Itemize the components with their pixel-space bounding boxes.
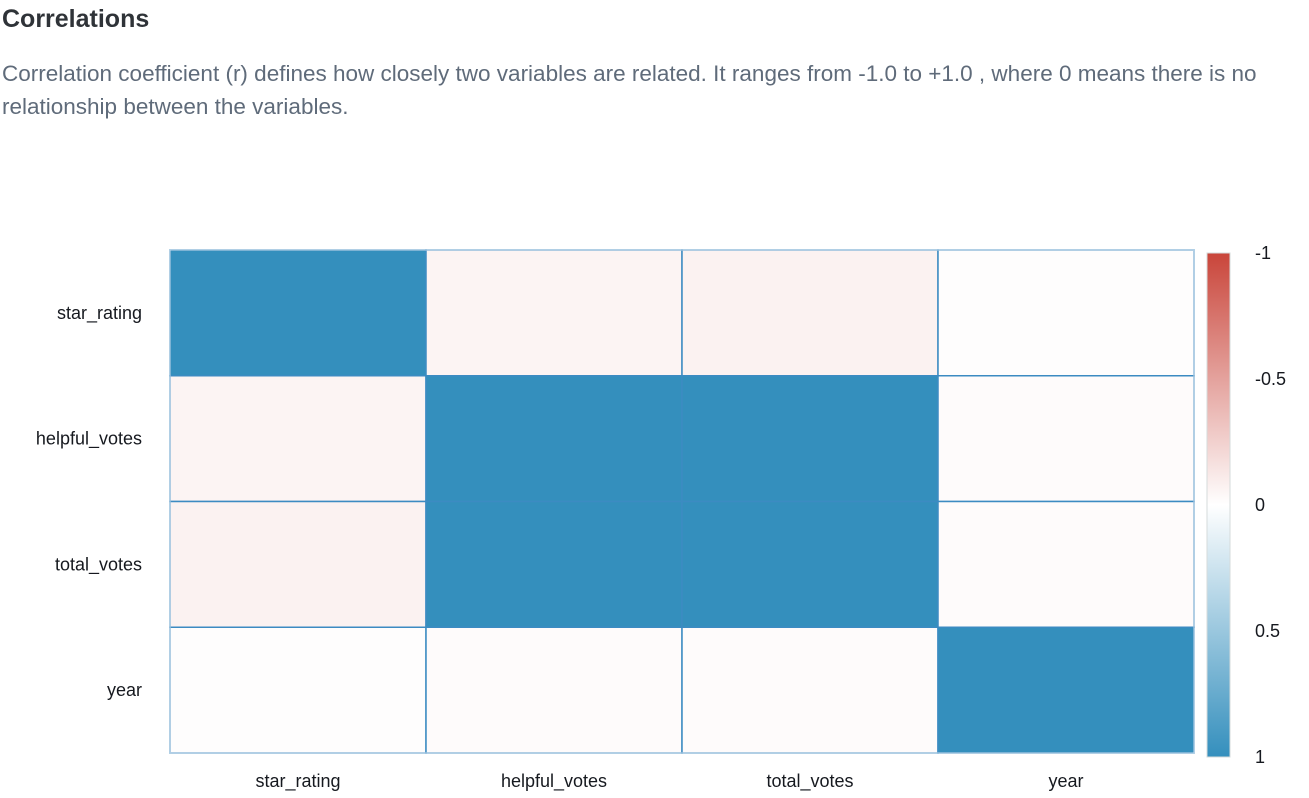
heatmap-cell[interactable]: star_rating / year: -0.01 bbox=[937, 249, 1195, 377]
heatmap-cell[interactable]: star_rating / star_rating: 1 bbox=[169, 249, 427, 377]
heatmap-cell[interactable]: total_votes / helpful_votes: 1 bbox=[425, 500, 683, 628]
heatmap-cell[interactable]: star_rating / total_votes: -0.07 bbox=[681, 249, 939, 377]
colorbar-tick-label: -1 bbox=[1255, 243, 1271, 263]
colorbar-tick-label: -0.5 bbox=[1255, 369, 1286, 389]
colorbar[interactable]: -1 -0.5 0 0.5 1 bbox=[1206, 243, 1286, 767]
heatmap-cell[interactable]: helpful_votes / star_rating: -0.06 bbox=[169, 375, 427, 503]
section-description: Correlation coefficient (r) defines how … bbox=[2, 61, 1257, 119]
heatmap-cell[interactable]: year / star_rating: -0.01 bbox=[169, 626, 427, 754]
colorbar-gradient bbox=[1206, 252, 1231, 758]
x-axis-tick-labels: star_rating helpful_votes total_votes year bbox=[255, 771, 1083, 792]
y-tick-label: year bbox=[107, 680, 142, 700]
heatmap-cell[interactable]: total_votes / total_votes: 1 bbox=[681, 500, 939, 628]
x-tick-label: year bbox=[1048, 771, 1083, 791]
y-tick-label: total_votes bbox=[55, 554, 142, 575]
heatmap-cell[interactable]: total_votes / year: -0.02 bbox=[937, 500, 1195, 628]
heatmap-cell[interactable]: year / total_votes: -0.02 bbox=[681, 626, 939, 754]
y-tick-label: helpful_votes bbox=[36, 429, 142, 450]
heatmap-cell[interactable]: helpful_votes / total_votes: 1 bbox=[681, 375, 939, 503]
x-tick-label: total_votes bbox=[766, 771, 853, 792]
heatmap-cell[interactable]: helpful_votes / helpful_votes: 1 bbox=[425, 375, 683, 503]
section-title: Correlations bbox=[2, 5, 150, 33]
heatmap-cell[interactable]: helpful_votes / year: -0.02 bbox=[937, 375, 1195, 503]
heatmap-cell[interactable]: total_votes / star_rating: -0.07 bbox=[169, 500, 427, 628]
colorbar-tick-labels: -1 -0.5 0 0.5 1 bbox=[1255, 243, 1286, 767]
heatmap-cells: star_rating / star_rating: 1star_rating … bbox=[169, 249, 1195, 754]
y-tick-label: star_rating bbox=[57, 303, 142, 324]
colorbar-tick-label: 1 bbox=[1255, 747, 1265, 767]
colorbar-tick-label: 0.5 bbox=[1255, 621, 1280, 641]
heatmap-cell[interactable]: year / year: 1 bbox=[937, 626, 1195, 754]
heatmap-cell[interactable]: star_rating / helpful_votes: -0.06 bbox=[425, 249, 683, 377]
colorbar-tick-label: 0 bbox=[1255, 495, 1265, 515]
heatmap-cell[interactable]: year / helpful_votes: -0.02 bbox=[425, 626, 683, 754]
x-tick-label: star_rating bbox=[255, 771, 340, 792]
plot-frame bbox=[169, 249, 1195, 754]
x-tick-label: helpful_votes bbox=[501, 771, 607, 792]
